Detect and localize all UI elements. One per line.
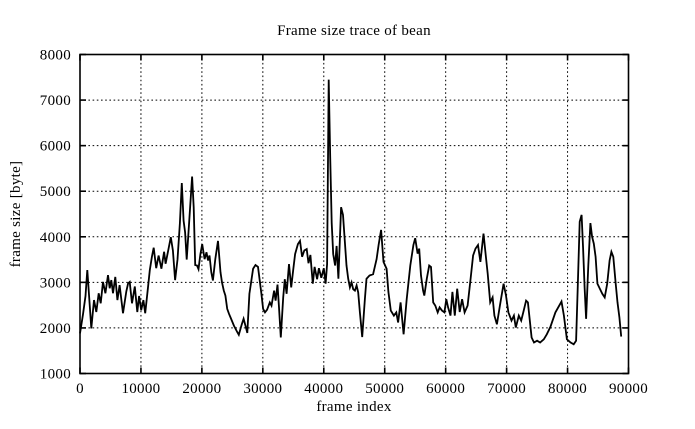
x-tick-label: 50000: [365, 381, 404, 397]
y-tick-label: 2000: [40, 321, 71, 337]
chart-title: Frame size trace of bean: [277, 23, 431, 39]
x-tick-label: 80000: [548, 381, 587, 397]
plot-border: [79, 53, 630, 375]
x-tick-label: 70000: [487, 381, 526, 397]
x-tick-label: 90000: [609, 381, 648, 397]
y-tick-label: 6000: [40, 139, 71, 155]
y-tick-label: 8000: [40, 48, 71, 64]
x-tick-label: 60000: [426, 381, 465, 397]
frame-size-trace-line: [79, 79, 623, 346]
y-tick-label: 1000: [40, 367, 71, 383]
x-tick-label: 30000: [243, 381, 282, 397]
x-axis-label: frame index: [316, 399, 392, 415]
x-tick-label: 40000: [304, 381, 343, 397]
x-tick-label: 0: [76, 381, 84, 397]
y-tick-label: 3000: [40, 275, 71, 291]
y-tick-label: 4000: [40, 230, 71, 246]
x-tick-label: 20000: [182, 381, 221, 397]
x-tick-label: 10000: [121, 381, 160, 397]
y-tick-label: 7000: [40, 93, 71, 109]
y-tick-label: 5000: [40, 184, 71, 200]
